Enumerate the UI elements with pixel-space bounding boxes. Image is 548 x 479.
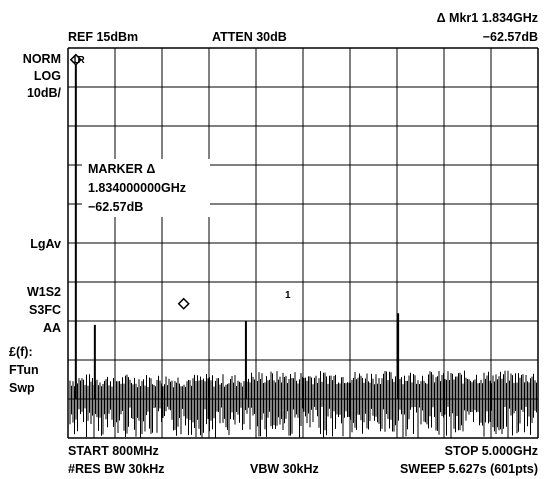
video-bandwidth-label: VBW 30kHz	[250, 462, 319, 476]
delta-marker-frequency: Δ Mkr1 1.834GHz	[436, 11, 538, 25]
marker-diamond	[69, 53, 82, 66]
delta-marker-level: −62.57dB	[482, 30, 538, 44]
lgav-label: LgAv	[30, 237, 61, 251]
ff-label: £(f):	[9, 345, 33, 359]
s3fc-label: S3FC	[29, 303, 61, 317]
stop-frequency-label: STOP 5.000GHz	[444, 444, 538, 458]
aa-label: AA	[42, 321, 61, 335]
noise-floor-trace	[69, 370, 537, 438]
ftun-label: FTun	[9, 363, 39, 377]
w1s2-label: W1S2	[26, 285, 61, 299]
attenuation-label: ATTEN 30dB	[212, 30, 287, 44]
resolution-bandwidth-label: #RES BW 30kHz	[68, 462, 165, 476]
reference-marker-label: 1R	[72, 55, 85, 66]
delta-marker-label: 1	[285, 290, 291, 301]
marker-box-level: −62.57dB	[88, 200, 144, 214]
marker-box-title: MARKER Δ	[88, 162, 156, 176]
swp-label: Swp	[9, 381, 35, 395]
sweep-time-label: SWEEP 5.627s (601pts)	[399, 462, 538, 476]
start-frequency-label: START 800MHz	[68, 444, 159, 458]
marker-box-frequency: 1.834000000GHz	[88, 181, 186, 195]
scale-label: 10dB/	[26, 86, 61, 100]
log-label: LOG	[33, 69, 61, 83]
reference-level-label: REF 15dBm	[68, 30, 139, 44]
marker-diamond	[177, 297, 190, 310]
marker-readout-box	[82, 159, 210, 217]
norm-label: NORM	[22, 52, 61, 66]
